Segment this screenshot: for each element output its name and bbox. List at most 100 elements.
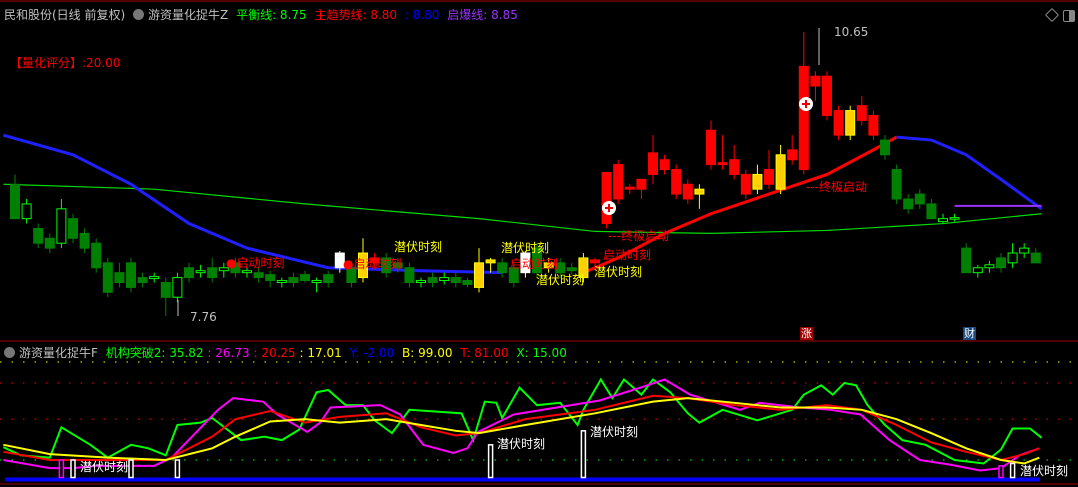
candle-body (1007, 252, 1018, 264)
candle-body (218, 267, 229, 272)
dropdown-icon[interactable] (133, 9, 145, 20)
candle (891, 164, 902, 204)
lurk-moment-label: 潜伏时刻 (497, 437, 546, 451)
candle-body (68, 218, 78, 239)
candle-body (137, 277, 148, 283)
limit-up-badge[interactable]: 涨 (800, 327, 813, 340)
candle-body (462, 280, 473, 285)
candle-body (56, 208, 67, 244)
candle-body (984, 264, 995, 269)
candle-body (590, 259, 600, 264)
lurk-moment-label: 潜伏时刻 (594, 265, 643, 279)
candle (996, 253, 1006, 273)
candle (961, 243, 972, 274)
candle (126, 257, 136, 293)
candle (358, 238, 368, 283)
dropdown-icon[interactable] (4, 347, 15, 358)
lurk-moment-label: 潜伏时刻 (1020, 464, 1069, 478)
candle-body (416, 280, 426, 283)
candle (648, 135, 658, 185)
candle-body (427, 277, 438, 283)
indicator-series-line (2, 377, 1043, 465)
trend-blue-2-line (896, 135, 1043, 211)
candle (740, 169, 751, 199)
candle (717, 135, 728, 170)
candle-body (949, 217, 960, 220)
balance-line-value: 平衡线: 8.75 (236, 8, 307, 22)
candle-body (740, 173, 751, 195)
buy-plus-icon[interactable] (799, 97, 813, 111)
candle (114, 262, 125, 288)
lurk-marker-bar (174, 459, 181, 479)
candle (300, 270, 310, 283)
candle (856, 95, 867, 126)
candle (427, 272, 438, 288)
lower-indicator-name[interactable]: 游资量化捉牛F (19, 346, 98, 360)
candle-body (636, 178, 647, 190)
candle-body (369, 257, 380, 264)
candle (845, 105, 856, 141)
candle (810, 71, 821, 101)
lurk-marker-bar (1009, 462, 1016, 479)
candle (636, 178, 647, 199)
candle (207, 257, 218, 283)
candle (404, 262, 415, 288)
candle (323, 270, 334, 288)
candle (392, 257, 403, 273)
candle-body (729, 159, 740, 175)
main-header: 民和股份(日线 前复权) 游资量化捉牛Z 平衡线: 8.75 主趋势线: 8.8… (4, 6, 522, 23)
quant-score: 【量化评分】:20.00 (10, 56, 120, 70)
candle-body (694, 188, 705, 195)
candle-body (601, 171, 612, 225)
finance-badge[interactable]: 财 (963, 327, 976, 340)
candle (694, 184, 705, 209)
panel-toggle-icon[interactable] (1063, 10, 1075, 22)
candle (311, 277, 322, 293)
candle (253, 267, 264, 283)
value-b: B: 99.00 (402, 346, 453, 360)
indicator-series-line (3, 378, 1040, 472)
candle-body (996, 257, 1006, 269)
high-price-label: 10.65 (834, 25, 869, 39)
candle (160, 277, 171, 316)
candle (532, 243, 542, 278)
value-magenta: : 26.73 (207, 346, 250, 360)
candle (682, 179, 693, 204)
candle (787, 135, 798, 165)
start-moment-label: ●启动时刻 (343, 257, 402, 271)
candle-body (184, 267, 194, 279)
candle (1007, 243, 1018, 268)
candle-body (485, 259, 496, 264)
score-label: 【量化评分】 (10, 56, 83, 70)
candle (33, 223, 44, 249)
candle-body (1019, 247, 1030, 254)
candle-body (845, 110, 856, 136)
candle-body (938, 218, 948, 223)
candle (497, 257, 508, 278)
candle (265, 270, 276, 288)
candle (381, 253, 392, 278)
candle-body (160, 281, 171, 298)
candle-body (810, 75, 821, 87)
candle-body (21, 203, 32, 220)
candle (485, 257, 496, 273)
candle (984, 260, 995, 273)
candle (102, 257, 113, 298)
buy-plus-icon[interactable] (602, 201, 616, 215)
candle-body (33, 227, 44, 244)
candle-body (659, 159, 670, 171)
candle (288, 272, 299, 288)
candle (833, 105, 844, 141)
candle-body (926, 203, 937, 220)
candle (439, 272, 450, 285)
candle (276, 277, 287, 288)
indicator-name[interactable]: 游资量化捉牛Z (148, 8, 229, 22)
candle (903, 194, 914, 214)
start-moment-label: ●启动时刻 (226, 256, 285, 270)
candle-body (624, 186, 635, 190)
value-inst-breakout: 机构突破2: 35.82 (105, 346, 204, 360)
candle-body (79, 232, 90, 249)
candle (566, 262, 577, 275)
candle-body (497, 262, 508, 274)
